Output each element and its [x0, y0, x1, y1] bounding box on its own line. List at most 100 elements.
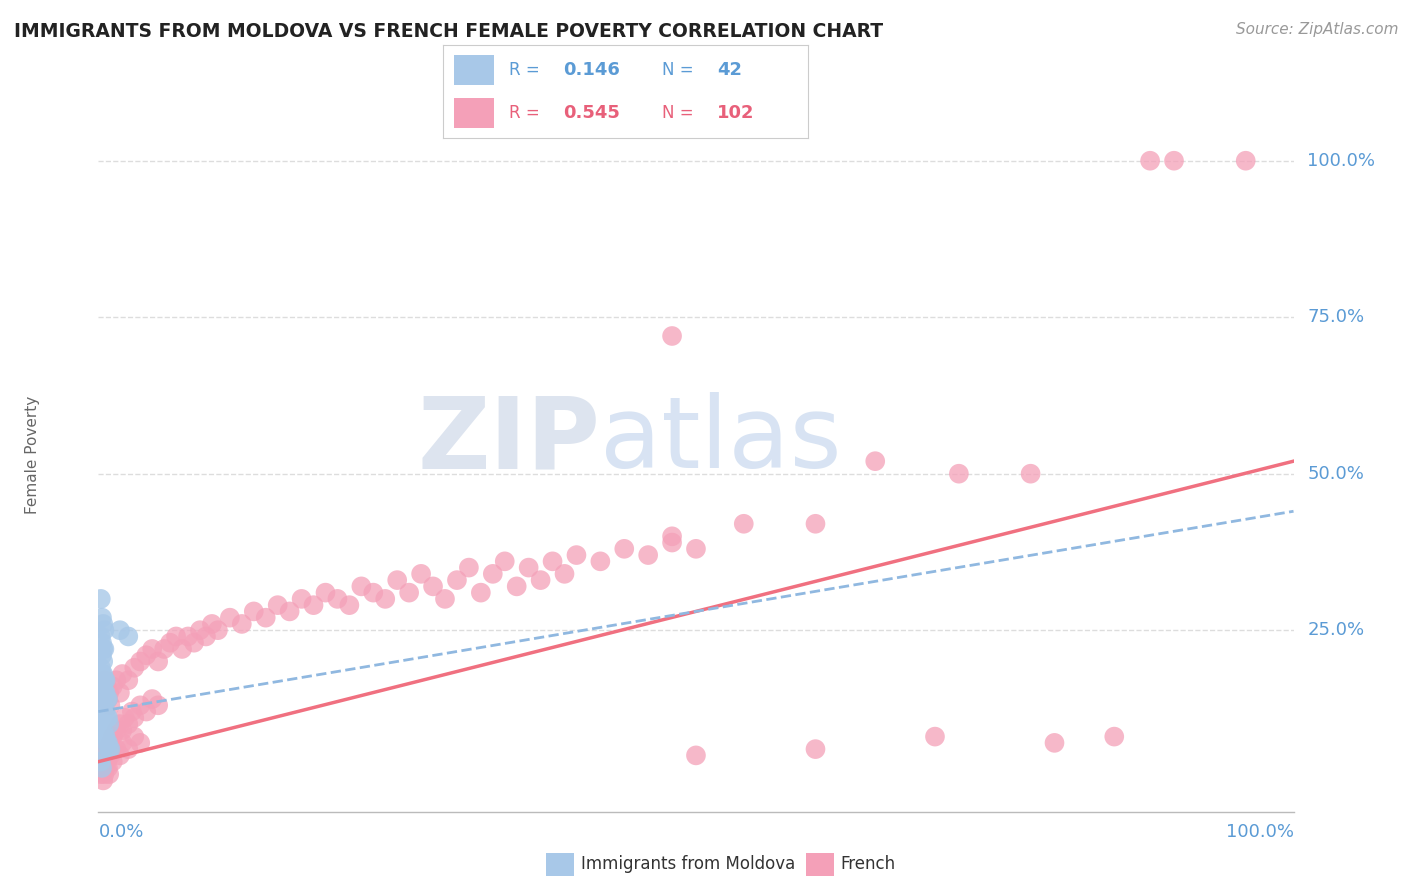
Point	[114, 711, 136, 725]
Point	[97, 692, 120, 706]
Point	[96, 711, 118, 725]
Point	[363, 585, 385, 599]
Point	[685, 748, 707, 763]
Point	[111, 723, 134, 738]
Point	[129, 698, 152, 713]
Point	[90, 686, 112, 700]
Point	[1102, 730, 1125, 744]
Point	[565, 548, 588, 562]
Point	[470, 585, 492, 599]
FancyBboxPatch shape	[546, 853, 574, 876]
Point	[96, 736, 118, 750]
Point	[93, 623, 115, 637]
Text: 50.0%: 50.0%	[1308, 465, 1364, 483]
Point	[90, 661, 112, 675]
Point	[91, 680, 114, 694]
Point	[91, 655, 114, 669]
Point	[90, 630, 112, 644]
Point	[481, 566, 505, 581]
Point	[93, 673, 115, 688]
Point	[458, 560, 481, 574]
Point	[948, 467, 970, 481]
Point	[506, 579, 529, 593]
Point	[326, 591, 349, 606]
Point	[141, 642, 163, 657]
Point	[1019, 467, 1042, 481]
Point	[98, 748, 122, 763]
Point	[91, 680, 114, 694]
Text: Female Poverty: Female Poverty	[25, 396, 41, 514]
Point	[804, 742, 827, 756]
Point	[124, 711, 146, 725]
Point	[337, 598, 360, 612]
Point	[231, 616, 253, 631]
Point	[91, 667, 114, 681]
Point	[1234, 153, 1257, 168]
Point	[207, 623, 229, 637]
Point	[90, 717, 112, 731]
Point	[129, 655, 152, 669]
Point	[97, 692, 120, 706]
Point	[121, 705, 143, 719]
FancyBboxPatch shape	[454, 55, 494, 85]
Text: IMMIGRANTS FROM MOLDOVA VS FRENCH FEMALE POVERTY CORRELATION CHART: IMMIGRANTS FROM MOLDOVA VS FRENCH FEMALE…	[14, 22, 883, 41]
Point	[117, 742, 139, 756]
Text: N =: N =	[662, 104, 693, 122]
Text: 0.545: 0.545	[564, 104, 620, 122]
Point	[117, 717, 139, 731]
Point	[91, 642, 114, 657]
Point	[117, 630, 139, 644]
Point	[97, 711, 120, 725]
Point	[98, 736, 122, 750]
Point	[98, 698, 122, 713]
Point	[411, 566, 433, 581]
Point	[290, 591, 312, 606]
Point	[90, 767, 112, 781]
Point	[863, 454, 886, 468]
Text: R =: R =	[509, 61, 540, 78]
Point	[177, 630, 200, 644]
Point	[183, 636, 205, 650]
Point	[254, 610, 277, 624]
Point	[141, 692, 163, 706]
Text: N =: N =	[662, 61, 693, 78]
Point	[398, 585, 420, 599]
Point	[98, 686, 121, 700]
Point	[111, 736, 134, 750]
Point	[91, 761, 114, 775]
Point	[117, 673, 139, 688]
Point	[108, 717, 131, 731]
Point	[91, 610, 114, 624]
Point	[94, 761, 117, 775]
Point	[93, 705, 115, 719]
Point	[172, 642, 194, 657]
Point	[685, 541, 707, 556]
Point	[105, 673, 128, 688]
Point	[589, 554, 612, 568]
Point	[96, 680, 118, 694]
Text: Immigrants from Moldova: Immigrants from Moldova	[581, 855, 794, 873]
Point	[422, 579, 444, 593]
Point	[91, 648, 114, 663]
Point	[201, 616, 224, 631]
Point	[374, 591, 396, 606]
Text: 102: 102	[717, 104, 755, 122]
Point	[148, 698, 170, 713]
Point	[108, 748, 131, 763]
Point	[91, 636, 114, 650]
Point	[91, 723, 114, 738]
Point	[94, 686, 117, 700]
Point	[98, 767, 121, 781]
Point	[446, 573, 468, 587]
Point	[91, 723, 114, 738]
Text: 75.0%: 75.0%	[1308, 309, 1365, 326]
Point	[91, 773, 114, 788]
Text: Source: ZipAtlas.com: Source: ZipAtlas.com	[1236, 22, 1399, 37]
Text: 42: 42	[717, 61, 742, 78]
Point	[124, 661, 146, 675]
Point	[661, 529, 683, 543]
Point	[385, 573, 409, 587]
Point	[517, 560, 540, 574]
FancyBboxPatch shape	[454, 98, 494, 128]
Point	[129, 736, 152, 750]
